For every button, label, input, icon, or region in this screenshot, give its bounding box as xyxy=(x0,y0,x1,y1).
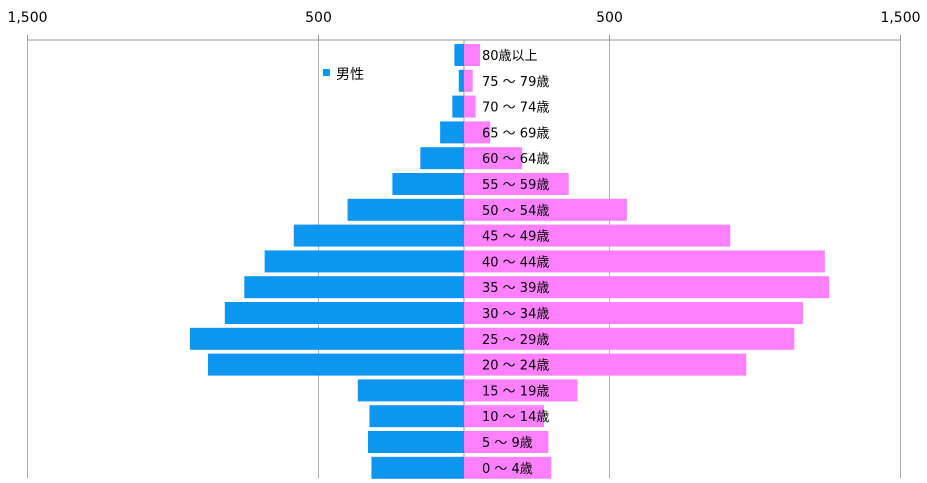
category-label: 50 ～ 54歳 xyxy=(482,204,549,219)
x-tick-label: 1,500 xyxy=(880,10,920,26)
category-label: 40 ～ 44歳 xyxy=(482,255,549,270)
bar-female xyxy=(464,353,747,376)
category-label: 45 ～ 49歳 xyxy=(482,230,549,245)
bar-female xyxy=(464,147,523,170)
bar-layer xyxy=(189,44,830,479)
bar-male xyxy=(264,250,464,273)
bar-female xyxy=(464,379,578,402)
category-label: 0 ～ 4歳 xyxy=(482,462,533,477)
bar-male xyxy=(454,44,464,66)
bar-female xyxy=(464,198,627,221)
category-label: 25 ～ 29歳 xyxy=(482,333,549,348)
category-label: 80歳以上 xyxy=(482,49,538,64)
bar-male xyxy=(458,69,464,92)
category-label: 65 ～ 69歳 xyxy=(482,126,549,141)
category-label: 10 ～ 14歳 xyxy=(482,410,549,425)
bar-male xyxy=(392,173,464,195)
bar-male xyxy=(367,431,464,453)
bar-male xyxy=(420,147,464,170)
bar-female xyxy=(464,327,795,350)
bar-female xyxy=(464,250,825,273)
bar-male xyxy=(357,379,464,402)
bar-male xyxy=(244,276,464,299)
bar-female xyxy=(464,95,476,118)
category-label: 75 ～ 79歳 xyxy=(482,75,549,90)
bar-male xyxy=(371,456,464,479)
category-label: 5 ～ 9歳 xyxy=(482,436,533,451)
bar-male xyxy=(207,353,465,376)
bar-female xyxy=(464,456,552,479)
category-label: 35 ～ 39歳 xyxy=(482,281,549,296)
bar-female xyxy=(464,173,569,195)
bar-male xyxy=(224,302,464,324)
axis-layer: 1,500 500 500 1,500 xyxy=(7,10,921,478)
bar-female xyxy=(464,431,549,453)
bar-female xyxy=(464,276,830,299)
x-tick-label: 500 xyxy=(596,10,623,26)
bar-female xyxy=(464,44,481,66)
bar-female xyxy=(464,405,545,428)
category-label: 30 ～ 34歳 xyxy=(482,307,549,322)
bar-male xyxy=(452,95,464,118)
legend: 男性 xyxy=(323,67,364,83)
category-label: 70 ～ 74歳 xyxy=(482,101,549,116)
bar-male xyxy=(440,121,464,144)
bar-male xyxy=(293,224,464,247)
x-tick-label: 1,500 xyxy=(7,10,47,26)
category-label: 55 ～ 59歳 xyxy=(482,178,549,193)
bar-female xyxy=(464,302,804,324)
bar-female xyxy=(464,224,731,247)
category-label: 15 ～ 19歳 xyxy=(482,384,549,399)
x-tick-label: 500 xyxy=(305,10,332,26)
category-label-layer: 80歳以上 75 ～ 79歳 70 ～ 74歳 65 ～ 69歳 60 ～ 64歳 55 … xyxy=(482,49,549,477)
category-label: 20 ～ 24歳 xyxy=(482,359,549,374)
bar-female xyxy=(464,121,491,144)
category-label: 60 ～ 64歳 xyxy=(482,152,549,167)
bar-male xyxy=(369,405,464,428)
legend-label-male: 男性 xyxy=(336,67,364,83)
bar-male xyxy=(189,327,465,350)
bar-female xyxy=(464,69,473,92)
bar-male xyxy=(347,198,464,221)
legend-swatch-male xyxy=(323,69,330,76)
